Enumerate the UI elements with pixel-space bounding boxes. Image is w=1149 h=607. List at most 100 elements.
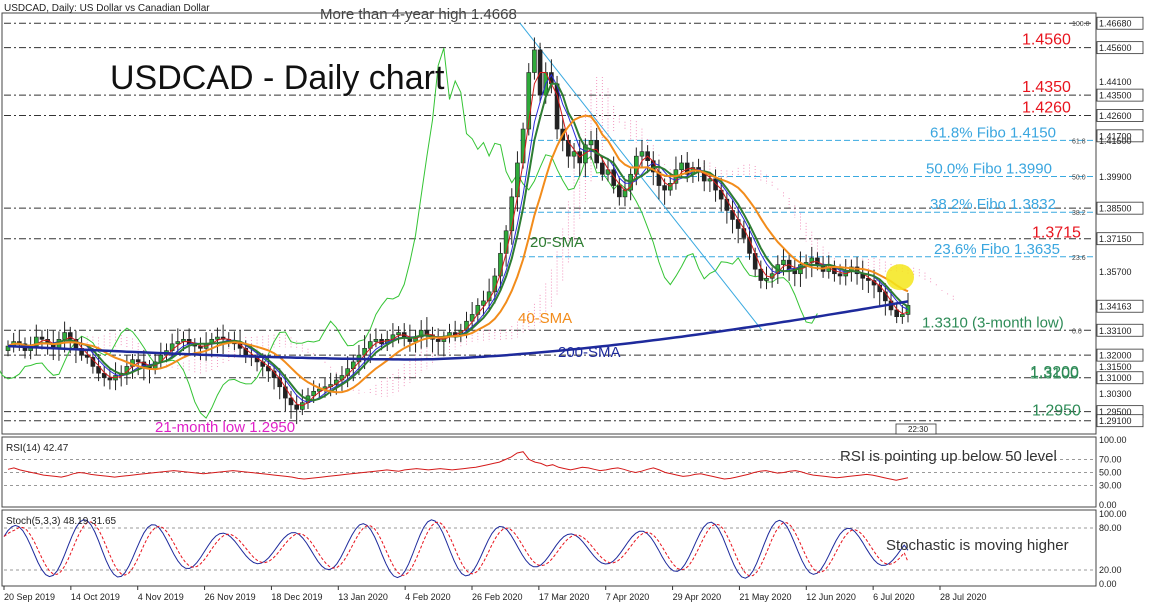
x-tick-label: 29 Apr 2020	[673, 592, 722, 602]
price-tick-label: 1.29500	[1099, 407, 1132, 417]
rsi-tick-label: 30.00	[1099, 481, 1122, 491]
price-marker-box	[1096, 129, 1144, 143]
price-marker-box	[1096, 371, 1144, 385]
candle-body	[837, 273, 843, 277]
fibo-label: 38.2% Fibo 1.3832	[930, 196, 1056, 213]
fibo-pct: 23.6	[1072, 255, 1086, 262]
candle-body	[758, 268, 764, 281]
main-panel	[1, 12, 1097, 435]
candle-body	[107, 377, 113, 381]
rsi-annotation: RSI is pointing up below 50 level	[840, 448, 1057, 465]
stoch-tick-label: 20.00	[1099, 565, 1122, 575]
fibo-label: 61.8% Fibo 1.4150	[930, 124, 1056, 141]
candle-body	[317, 388, 322, 392]
candle-body	[311, 391, 316, 397]
x-tick-label: 28 Jul 2020	[940, 592, 987, 602]
price-tick-label: 1.32000	[1099, 351, 1132, 361]
cross-highlight	[886, 264, 914, 291]
stoch-annotation: Stochastic is moving higher	[886, 537, 1069, 554]
sma-annotation: 200-SMA	[558, 344, 621, 361]
moving-averages	[7, 72, 909, 407]
chikou-line	[0, 48, 818, 419]
candle-body	[809, 257, 815, 263]
price-tick-label: 1.30300	[1099, 389, 1132, 399]
stoch-k-line	[3, 519, 909, 579]
candle-body	[503, 230, 509, 254]
x-tick-label: 21 May 2020	[739, 592, 791, 602]
time-axis: 20 Sep 2019 14 Oct 2019 4 Nov 2019 26 Nov 2…	[3, 586, 987, 602]
price-marker-box	[1096, 414, 1144, 428]
x-tick-label: 12 Jun 2020	[806, 592, 856, 602]
x-tick-label: 20 Sep 2019	[4, 592, 55, 602]
level-label: 1.3715	[1032, 225, 1081, 242]
fibo-pct: 0.0	[1072, 328, 1082, 335]
fibo-label: 23.6% Fibo 1.3635	[934, 241, 1060, 258]
x-tick-label: 4 Nov 2019	[138, 592, 184, 602]
candle-body	[583, 144, 588, 164]
fibonacci-levels: 61.8% Fibo 1.4150 61.8 50.0% Fibo 1.3990 50…	[519, 21, 1094, 335]
candle-body	[294, 404, 299, 410]
level-label: 1.4260	[1022, 99, 1071, 116]
rsi-tick-label: 100.00	[1099, 435, 1127, 445]
fibo-pct: 100.0	[1072, 21, 1090, 28]
price-tick-label: 1.29100	[1099, 416, 1132, 426]
price-tick-label: 1.41700	[1099, 131, 1132, 141]
price-tick-label: 1.43500	[1099, 91, 1132, 101]
x-tick-label: 13 Jan 2020	[338, 592, 388, 602]
candle-body	[435, 339, 441, 342]
level-label: 1.4350	[1022, 79, 1071, 96]
fibo-pct: 38.2	[1072, 210, 1086, 217]
candle-body	[764, 277, 769, 281]
symbol-header: USDCAD, Daily: US Dollar vs Canadian Dol…	[4, 3, 210, 14]
sma-annotation: 21-month low 1.2950	[155, 419, 295, 436]
candle-body	[900, 314, 905, 317]
candle-body	[101, 372, 107, 379]
candle-body	[781, 259, 786, 265]
sma-annotation: 40-SMA	[518, 310, 572, 327]
price-tick-label: 1.39900	[1099, 172, 1132, 182]
candle-body	[600, 162, 605, 175]
chart-title: USDCAD - Daily chart	[110, 59, 445, 97]
price-marker-box	[1096, 348, 1144, 362]
candle-body	[741, 228, 747, 238]
candle-body	[62, 332, 67, 340]
x-tick-label: 18 Dec 2019	[271, 592, 322, 602]
candle-body	[283, 386, 288, 399]
price-tick-label: 1.35700	[1099, 267, 1132, 277]
fibo-label: 50.0% Fibo 1.3990	[926, 161, 1052, 178]
price-tick-label: 1.41500	[1099, 136, 1132, 146]
candle-body	[588, 140, 594, 146]
candle-body	[713, 178, 718, 191]
stoch-tick-label: 100.00	[1099, 509, 1127, 519]
stoch-panel	[1, 509, 1097, 587]
candle-body	[617, 185, 622, 198]
candle-body	[894, 309, 899, 317]
level-label: 1.3310 (3-month low)	[922, 314, 1064, 331]
candle-body	[515, 162, 520, 198]
price-marker-box	[1096, 299, 1144, 313]
candle-body	[520, 128, 526, 164]
price-tick-label: 1.31500	[1099, 362, 1132, 372]
price-tick-label: 1.38500	[1099, 204, 1132, 214]
price-marker-box	[1096, 16, 1144, 30]
sma-200-line	[7, 300, 909, 361]
x-tick-label: 14 Oct 2019	[71, 592, 120, 602]
price-tick-label: 1.34163	[1099, 302, 1132, 312]
price-tick-label: 1.31000	[1099, 373, 1132, 383]
x-tick-label: 26 Nov 2019	[205, 592, 256, 602]
candle-body	[39, 336, 45, 340]
candle-body	[571, 151, 577, 157]
rsi-tick-label: 70.00	[1099, 455, 1122, 465]
price-marker-box	[1096, 201, 1144, 215]
price-tick-label: 1.42600	[1099, 111, 1132, 121]
fibo-pct: 61.8	[1072, 138, 1086, 145]
price-levels: More than 4-year high 1.4668 1.4560 1.4350…	[4, 6, 1094, 422]
price-tick-label: 1.46680	[1099, 19, 1132, 29]
level-label: 1.2950	[1032, 403, 1081, 420]
candle-body	[67, 332, 73, 340]
candle-body	[373, 339, 379, 342]
price-marker-box	[1096, 232, 1144, 246]
price-tick-label: 1.45600	[1099, 43, 1132, 53]
x-tick-label: 7 Apr 2020	[606, 592, 650, 602]
sma-40-line	[7, 114, 909, 394]
